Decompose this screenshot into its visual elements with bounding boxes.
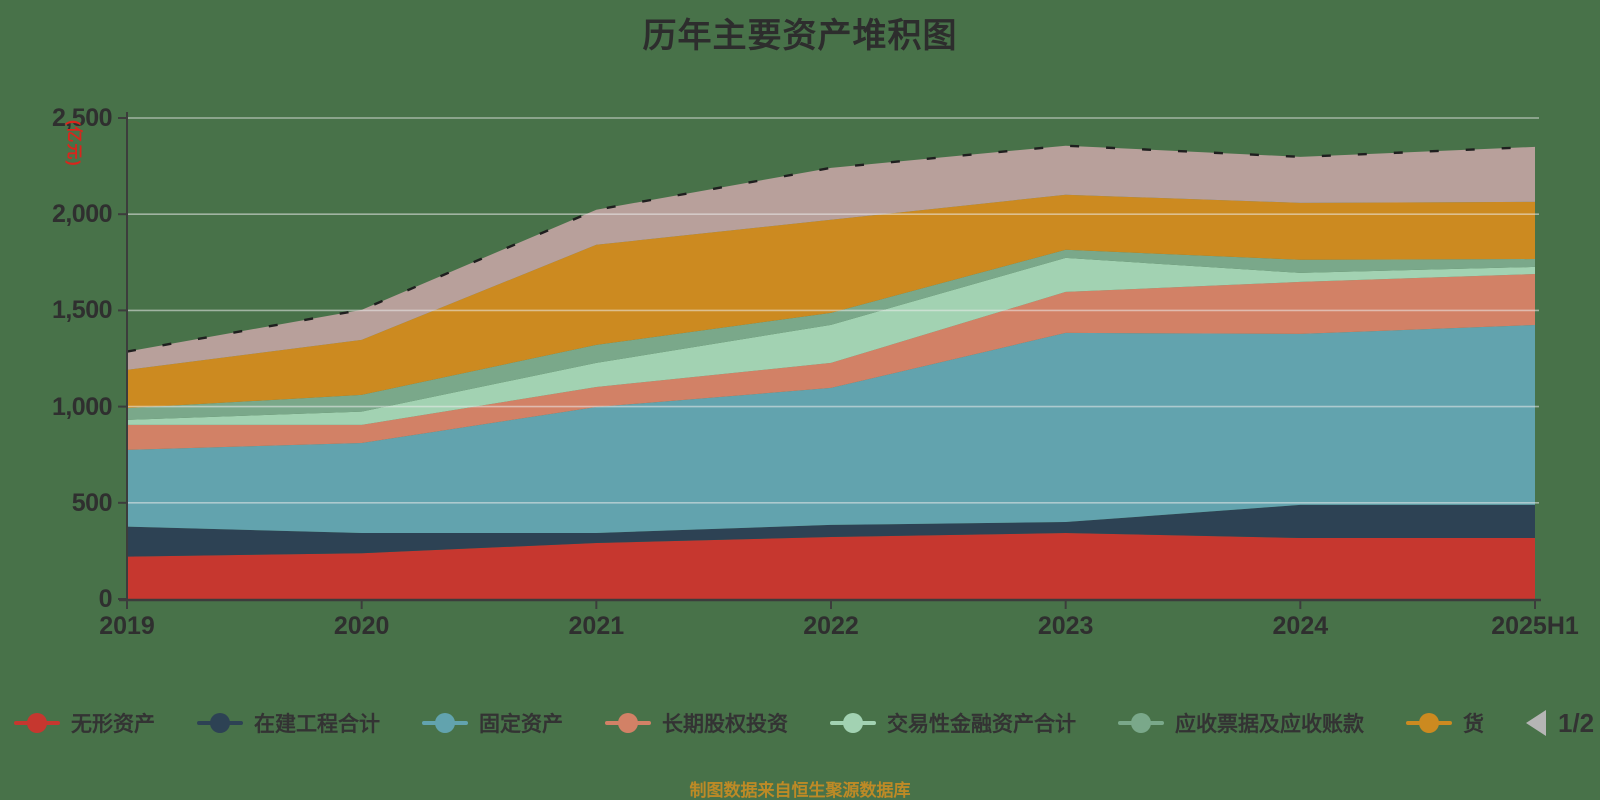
legend-item-3[interactable]: 固定资产 bbox=[422, 708, 563, 738]
area-series-2 bbox=[127, 504, 1535, 557]
chart-title: 历年主要资产堆积图 bbox=[642, 17, 958, 55]
legend-line-circle-icon bbox=[1118, 713, 1164, 733]
legend-line-circle-icon bbox=[1406, 713, 1452, 733]
legend-label: 固定资产 bbox=[479, 713, 563, 736]
legend-label: 交易性金融资产合计 bbox=[887, 713, 1076, 736]
x-tick-label-2024: 2024 bbox=[1272, 612, 1329, 640]
y-tick-label-500: 500 bbox=[71, 488, 113, 517]
legend-line-circle-icon bbox=[197, 713, 243, 733]
legend-label: 应收票据及应收账款 bbox=[1175, 713, 1364, 736]
area-series-8 bbox=[127, 145, 1535, 370]
legend-item-5[interactable]: 交易性金融资产合计 bbox=[830, 708, 1076, 738]
area-series-6 bbox=[127, 249, 1535, 420]
y-tick-label-1500: 1,500 bbox=[51, 296, 113, 325]
legend-dot-icon bbox=[27, 713, 47, 733]
data-source-note: 制图数据来自恒生聚源数据库 bbox=[689, 781, 911, 800]
legend-line-circle-icon bbox=[830, 713, 876, 733]
area-series-5 bbox=[127, 257, 1535, 425]
x-tick-label-2022: 2022 bbox=[803, 612, 859, 640]
legend-item-6[interactable]: 应收票据及应收账款 bbox=[1118, 708, 1364, 738]
legend-line-circle-icon bbox=[14, 713, 60, 733]
y-tick-label-1000: 1,000 bbox=[51, 392, 113, 421]
x-tick-label-2021: 2021 bbox=[568, 612, 625, 640]
chart-legend: 无形资产 在建工程合计 固定资产 长期股权投资 交易性金融资产合计 应收票据及应收账款 货 1… bbox=[14, 700, 1594, 746]
x-tick-label-2019: 2019 bbox=[99, 612, 155, 640]
area-series-3 bbox=[127, 325, 1535, 534]
legend-dot-icon bbox=[843, 713, 863, 733]
y-tick-label-0: 0 bbox=[98, 585, 113, 613]
area-series-7 bbox=[127, 194, 1535, 409]
legend-line-circle-icon bbox=[605, 713, 651, 733]
x-tick-label-2025H1: 2025H1 bbox=[1491, 612, 1579, 640]
legend-line-circle-icon bbox=[422, 713, 468, 733]
legend-item-4[interactable]: 长期股权投资 bbox=[605, 708, 788, 738]
legend-item-7[interactable]: 货 bbox=[1406, 708, 1484, 738]
legend-dot-icon bbox=[1131, 713, 1151, 733]
area-series-1 bbox=[127, 533, 1535, 599]
legend-item-1[interactable]: 无形资产 bbox=[14, 708, 155, 738]
legend-dot-icon bbox=[618, 713, 638, 733]
legend-page-indicator: 1/2 bbox=[1558, 707, 1595, 738]
legend-label: 在建工程合计 bbox=[254, 713, 380, 736]
legend-item-2[interactable]: 在建工程合计 bbox=[197, 708, 380, 738]
y-tick-label-2000: 2,000 bbox=[51, 200, 113, 229]
y-axis-unit-label: (亿元) bbox=[65, 120, 82, 167]
legend-label: 无形资产 bbox=[71, 713, 155, 736]
legend-dot-icon bbox=[435, 713, 455, 733]
legend-prev-page-icon[interactable] bbox=[1526, 710, 1546, 736]
legend-label: 长期股权投资 bbox=[662, 713, 788, 736]
y-tick-label-2500: 2,500 bbox=[51, 104, 113, 132]
x-tick-label-2020: 2020 bbox=[333, 612, 390, 640]
legend-dot-icon bbox=[1419, 713, 1439, 733]
legend-pager: 1/2 bbox=[1526, 708, 1600, 739]
legend-label: 货 bbox=[1463, 713, 1484, 736]
legend-dot-icon bbox=[210, 713, 230, 733]
x-tick-label-2023: 2023 bbox=[1037, 612, 1094, 640]
